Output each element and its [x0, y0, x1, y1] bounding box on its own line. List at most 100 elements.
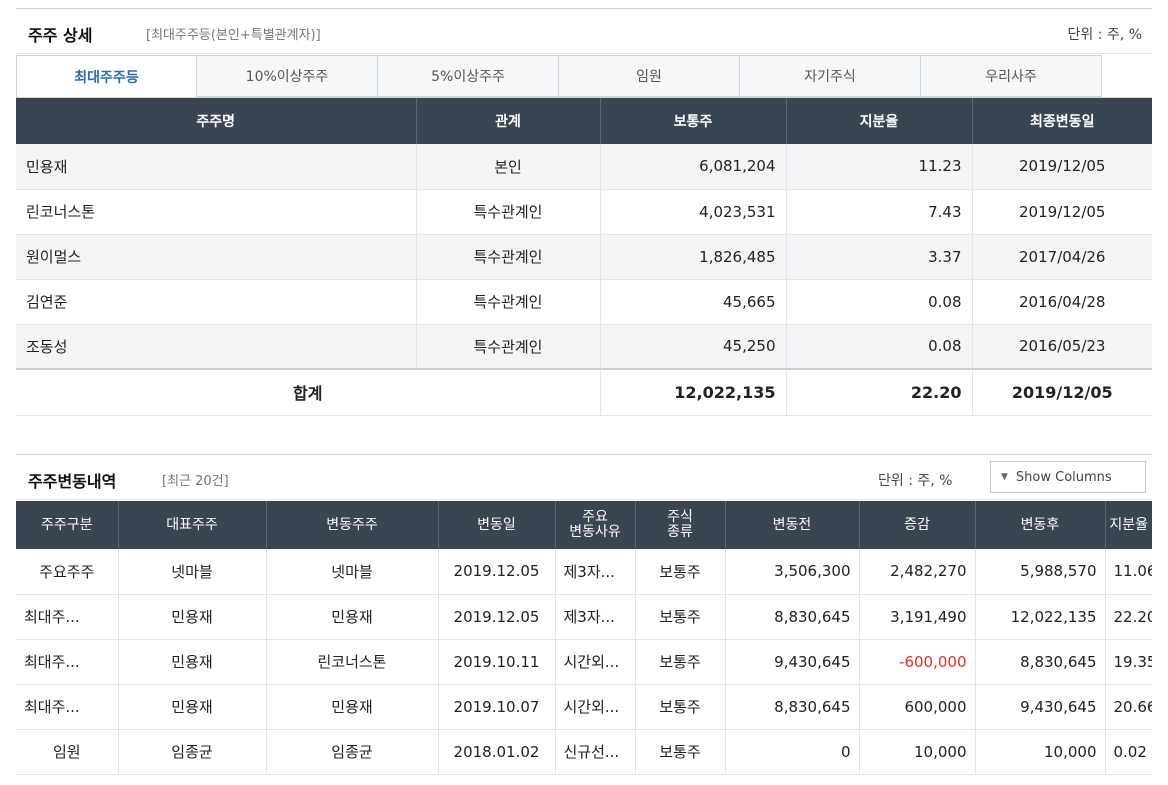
cell-relation: 특수관계인	[415, 234, 600, 280]
change-history-header: 주주변동내역 [최근 20건] 단위 : 주, %	[16, 454, 1152, 500]
column-header[interactable]: 주주구분	[16, 501, 118, 549]
cell-common: 1,826,485	[599, 234, 786, 280]
column-header[interactable]: 관계	[415, 98, 600, 144]
column-header[interactable]: 주주명	[16, 98, 416, 144]
total-label: 합계	[16, 368, 600, 416]
change-history-title: 주주변동내역	[28, 472, 117, 491]
cell-relation: 특수관계인	[415, 324, 600, 370]
cell-rep: 민용재	[117, 639, 266, 685]
major-shareholder-table: 주주명 관계 보통주 지분율 최종변동일 민용재 본인 6,081,204 11.23 2019…	[16, 98, 1152, 416]
cell-name: 린코너스톤	[16, 189, 416, 235]
table-row: 김연준 특수관계인 45,665 0.08 2016/04/28	[16, 279, 1152, 325]
cell-type: 최대주...	[16, 594, 118, 640]
cell-type: 임원	[16, 729, 118, 775]
cell-reason: 시간외...	[554, 684, 635, 730]
cell-common: 6,081,204	[599, 144, 786, 190]
cell-ratio: 20.66	[1104, 684, 1152, 730]
column-header[interactable]: 변동전	[724, 501, 859, 549]
cell-reason: 제3자...	[554, 594, 635, 640]
cell-type: 최대주...	[16, 639, 118, 685]
cell-change: 10,000	[858, 729, 975, 775]
column-header[interactable]: 변동일	[437, 501, 555, 549]
cell-ratio: 11.06	[1104, 549, 1152, 595]
cell-kind: 보통주	[634, 549, 725, 595]
total-ratio: 22.20	[785, 368, 972, 416]
column-header[interactable]: 지분율	[1104, 501, 1152, 549]
cell-holder: 민용재	[265, 594, 438, 640]
change-row: 최대주... 민용재 민용재 2019.12.05 제3자... 보통주 8,830,645…	[16, 594, 1152, 640]
cell-rep: 넷마블	[117, 549, 266, 595]
tab-1[interactable]: 10%이상주주	[197, 55, 378, 97]
cell-change: 3,191,490	[858, 594, 975, 640]
cell-holder: 린코너스톤	[265, 639, 438, 685]
cell-name: 조동성	[16, 324, 416, 370]
table-row: 원이멀스 특수관계인 1,826,485 3.37 2017/04/26	[16, 234, 1152, 280]
cell-after: 5,988,570	[974, 549, 1105, 595]
column-header[interactable]: 변동후	[974, 501, 1105, 549]
cell-date: 2016/05/23	[971, 324, 1152, 370]
change-history-subtitle: [최근 20건]	[162, 474, 229, 489]
change-row: 임원 임종균 임종균 2018.01.02 신규선... 보통주 0 10,000 10,000…	[16, 729, 1152, 775]
cell-date: 2019/12/05	[971, 144, 1152, 190]
cell-reason: 제3자...	[554, 549, 635, 595]
cell-ratio: 0.02	[1104, 729, 1152, 775]
shareholder-detail-title: 주주 상세	[28, 26, 93, 45]
tab-3[interactable]: 임원	[559, 55, 740, 97]
cell-reason: 신규선...	[554, 729, 635, 775]
cell-type: 주요주주	[16, 549, 118, 595]
cell-ratio: 3.37	[785, 234, 972, 280]
column-header[interactable]: 대표주주	[117, 501, 266, 549]
change-unit-label: 단위 : 주, %	[878, 473, 953, 489]
table-row: 민용재 본인 6,081,204 11.23 2019/12/05	[16, 144, 1152, 190]
cell-kind: 보통주	[634, 639, 725, 685]
show-columns-button[interactable]: ▼ Show Columns	[990, 461, 1146, 493]
column-header[interactable]: 주요 변동사유	[554, 501, 635, 549]
unit-label: 단위 : 주, %	[1067, 27, 1142, 43]
tab-4[interactable]: 자기주식	[740, 55, 921, 97]
change-row: 최대주... 민용재 민용재 2019.10.07 시간외... 보통주 8,830,645…	[16, 684, 1152, 730]
cell-ratio: 22.20	[1104, 594, 1152, 640]
cell-kind: 보통주	[634, 684, 725, 730]
column-header[interactable]: 주식 종류	[634, 501, 725, 549]
cell-name: 원이멀스	[16, 234, 416, 280]
cell-before: 8,830,645	[724, 684, 859, 730]
table-row: 린코너스톤 특수관계인 4,023,531 7.43 2019/12/05	[16, 189, 1152, 235]
column-header[interactable]: 최종변동일	[971, 98, 1152, 144]
cell-holder: 넷마블	[265, 549, 438, 595]
tab-5[interactable]: 우리사주	[921, 55, 1102, 97]
cell-date: 2016/04/28	[971, 279, 1152, 325]
cell-date: 2019.12.05	[437, 549, 555, 595]
cell-date: 2018.01.02	[437, 729, 555, 775]
cell-date: 2019/12/05	[971, 189, 1152, 235]
column-header[interactable]: 보통주	[599, 98, 786, 144]
column-header[interactable]: 증감	[858, 501, 975, 549]
column-header[interactable]: 지분율	[785, 98, 972, 144]
cell-date: 2019.10.07	[437, 684, 555, 730]
total-date: 2019/12/05	[971, 368, 1152, 416]
cell-ratio: 19.35	[1104, 639, 1152, 685]
cell-common: 45,665	[599, 279, 786, 325]
tab-2[interactable]: 5%이상주주	[378, 55, 559, 97]
total-common: 12,022,135	[599, 368, 786, 416]
cell-change: -600,000	[858, 639, 975, 685]
cell-change: 2,482,270	[858, 549, 975, 595]
cell-after: 9,430,645	[974, 684, 1105, 730]
total-row: 합계 12,022,135 22.20 2019/12/05	[16, 368, 1152, 416]
cell-relation: 본인	[415, 144, 600, 190]
change-row: 최대주... 민용재 린코너스톤 2019.10.11 시간외... 보통주 9,430,6…	[16, 639, 1152, 685]
cell-common: 4,023,531	[599, 189, 786, 235]
cell-after: 8,830,645	[974, 639, 1105, 685]
cell-ratio: 0.08	[785, 279, 972, 325]
tab-0[interactable]: 최대주주등	[16, 55, 197, 97]
cell-before: 3,506,300	[724, 549, 859, 595]
cell-after: 10,000	[974, 729, 1105, 775]
cell-kind: 보통주	[634, 594, 725, 640]
column-header[interactable]: 변동주주	[265, 501, 438, 549]
dropdown-triangle-icon: ▼	[1001, 472, 1008, 482]
cell-date: 2019.10.11	[437, 639, 555, 685]
cell-name: 민용재	[16, 144, 416, 190]
cell-date: 2017/04/26	[971, 234, 1152, 280]
shareholder-detail-header: 주주 상세 [최대주주등(본인+특별관계자)] 단위 : 주, %	[16, 8, 1152, 54]
cell-reason: 시간외...	[554, 639, 635, 685]
cell-common: 45,250	[599, 324, 786, 370]
